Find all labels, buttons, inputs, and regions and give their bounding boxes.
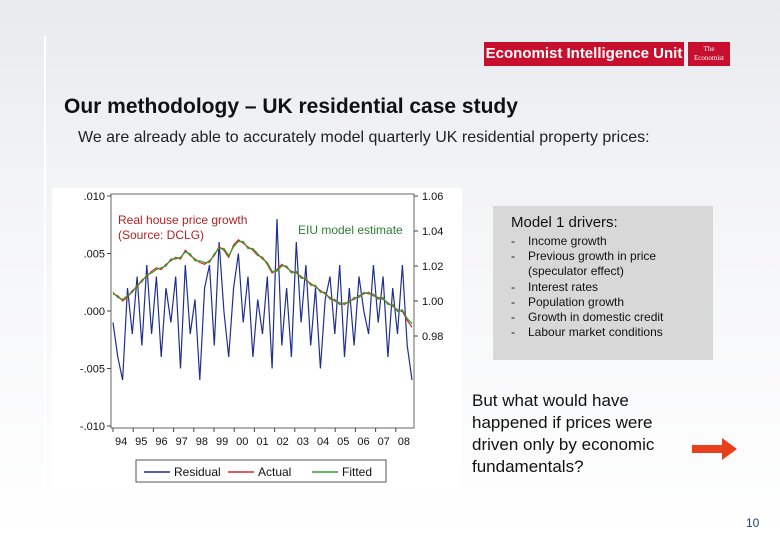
- left-tick-label: -.010: [80, 421, 105, 433]
- x-tick-label: 07: [378, 436, 390, 448]
- driver-item: - Growth in domestic credit: [511, 310, 713, 325]
- driver-item-label: Interest rates: [528, 279, 599, 294]
- legend-label: Fitted: [342, 465, 372, 479]
- x-tick-label: 04: [317, 436, 329, 448]
- left-tick-label: .010: [84, 191, 105, 203]
- driver-item: - Previous growth in price (speculator ef…: [511, 249, 713, 279]
- x-tick-label: 98: [196, 436, 208, 448]
- dash-bullet: -: [511, 279, 515, 294]
- chart-panel: .010 .005 .000 -.005 -.010 1.06 1.04 1.02 1.00 0.…: [52, 188, 462, 494]
- annotation-fitted: EIU model estimate: [298, 223, 403, 237]
- left-tick-label: -.005: [80, 364, 105, 376]
- slide-subtitle: We are already able to accurately model …: [78, 129, 650, 146]
- driver-item: - Income growth: [511, 234, 713, 249]
- eiu-logo: Economist Intelligence Unit: [484, 42, 684, 66]
- driver-item-label: Labour market conditions: [528, 325, 663, 340]
- x-tick-label: 02: [277, 436, 289, 448]
- x-tick-label: 05: [337, 436, 349, 448]
- house-price-chart: .010 .005 .000 -.005 -.010 1.06 1.04 1.02 1.00 0.…: [80, 191, 443, 483]
- question-text: But what would have happened if prices w…: [472, 391, 655, 476]
- left-tick-label: .000: [84, 306, 105, 318]
- right-tick-label: 1.06: [422, 191, 443, 203]
- right-tick-label: 1.04: [422, 226, 443, 238]
- drivers-list: - Income growth - Previous growth in price …: [511, 234, 713, 340]
- x-tick-label: 00: [236, 436, 248, 448]
- dash-bullet: -: [511, 325, 515, 340]
- driver-item: - Labour market conditions: [511, 325, 713, 340]
- series-line-residual: [112, 218, 413, 381]
- annotation-line: (Source: DCLG): [118, 228, 204, 242]
- slide-title: Our methodology – UK residential case st…: [64, 95, 518, 118]
- driver-item-label: Population growth: [528, 294, 625, 309]
- x-tick-label: 94: [115, 436, 127, 448]
- x-tick-label: 03: [297, 436, 309, 448]
- driver-item-label: Income growth: [528, 234, 607, 248]
- legend-box: [135, 459, 387, 483]
- page-number: 10: [746, 516, 760, 530]
- driver-item: - Interest rates: [511, 280, 713, 295]
- x-tick-label: 96: [155, 436, 167, 448]
- legend-label: Residual: [174, 465, 221, 479]
- dash-bullet: -: [511, 294, 515, 309]
- driver-item: - Population growth: [511, 295, 713, 310]
- left-tick-label: .005: [84, 249, 105, 261]
- x-tick-label: 06: [357, 436, 369, 448]
- right-tick-label: 0.98: [422, 331, 443, 343]
- x-tick-label: 08: [398, 436, 410, 448]
- driver-item-label: Previous growth in price (speculator eff…: [528, 249, 657, 279]
- right-tick-label: 1.00: [422, 296, 443, 308]
- legend-label: Actual: [258, 465, 291, 479]
- driver-item-label: Growth in domestic credit: [528, 310, 664, 325]
- annotation-line: Real house price growth: [118, 213, 247, 227]
- right-arrow-icon: [692, 438, 737, 460]
- dash-bullet: -: [511, 234, 515, 248]
- slide-border: [44, 36, 46, 496]
- economist-logo: The Economist: [688, 42, 730, 66]
- series-line-fitted: [112, 240, 413, 325]
- right-tick-label: 1.02: [422, 261, 443, 273]
- dash-bullet: -: [511, 310, 515, 325]
- annotation-actual: Real house price growth (Source: DCLG): [118, 213, 247, 242]
- x-tick-label: 95: [135, 436, 147, 448]
- x-tick-label: 99: [216, 436, 228, 448]
- x-tick-label: 01: [256, 436, 268, 448]
- x-tick-label: 97: [176, 436, 188, 448]
- drivers-box: Model 1 drivers: - Income growth - Previous…: [493, 206, 713, 360]
- dash-bullet: -: [511, 249, 515, 264]
- drivers-title: Model 1 drivers:: [511, 214, 618, 231]
